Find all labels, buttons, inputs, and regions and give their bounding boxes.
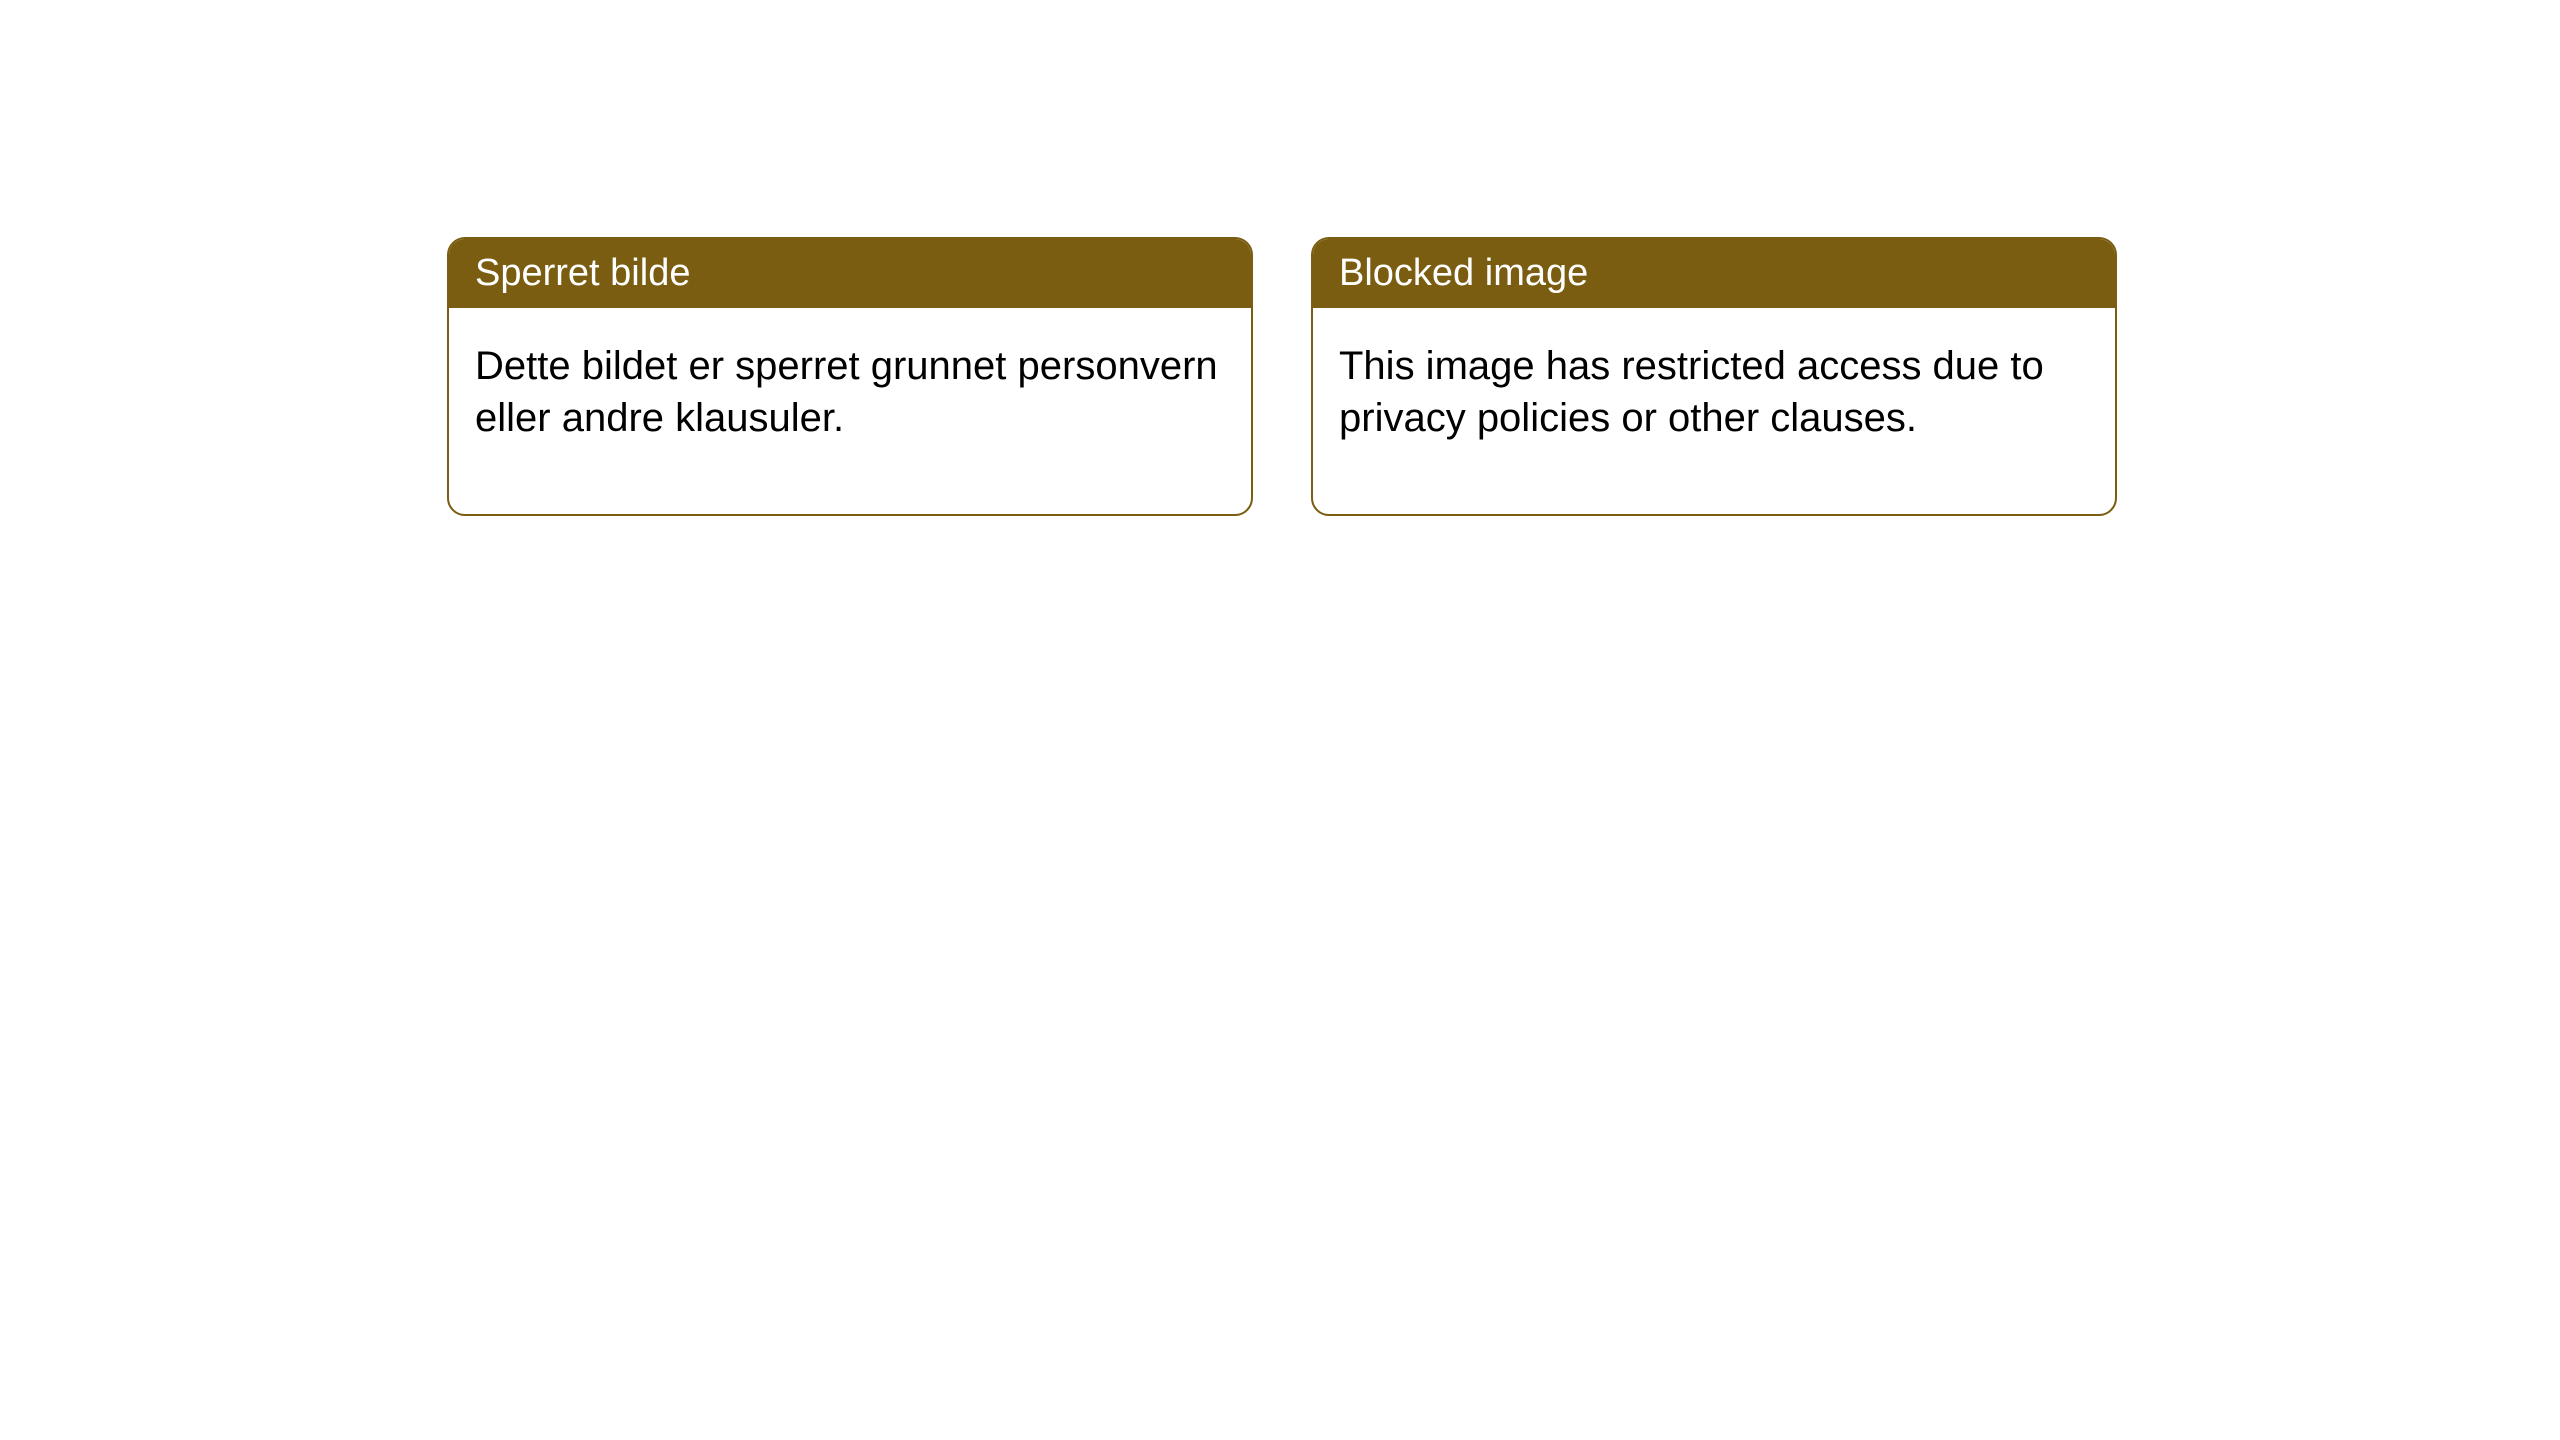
- notice-title: Sperret bilde: [449, 239, 1251, 308]
- notice-title: Blocked image: [1313, 239, 2115, 308]
- notice-body: This image has restricted access due to …: [1313, 308, 2115, 514]
- notice-body: Dette bildet er sperret grunnet personve…: [449, 308, 1251, 514]
- notice-card-english: Blocked image This image has restricted …: [1311, 237, 2117, 516]
- notice-card-norwegian: Sperret bilde Dette bildet er sperret gr…: [447, 237, 1253, 516]
- notice-cards-container: Sperret bilde Dette bildet er sperret gr…: [447, 237, 2117, 516]
